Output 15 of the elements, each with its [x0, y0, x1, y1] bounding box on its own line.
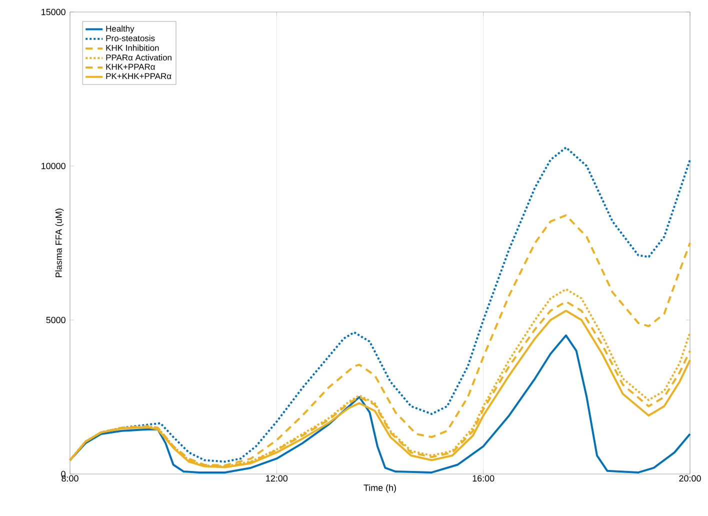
- y-tick-label: 15000: [42, 8, 66, 16]
- x-tick-label: 20:00: [679, 475, 701, 482]
- legend-label: KHK Inhibition: [106, 44, 159, 51]
- x-tick-label: 8:00: [62, 475, 78, 482]
- x-tick-label: 12:00: [266, 475, 288, 482]
- legend-label: Pro-steatosis: [106, 35, 155, 42]
- legend-label: Healthy: [106, 25, 134, 34]
- y-tick-label: 10000: [42, 162, 66, 170]
- y-tick-label: 5000: [46, 316, 66, 324]
- x-axis-title: Time (h): [364, 484, 396, 493]
- legend-label: KHK+PPARα: [106, 64, 156, 70]
- legend-label: PK+KHK+PPARα: [106, 73, 172, 80]
- y-axis-title: Plasma FFA (uM): [55, 208, 64, 278]
- legend-label: PPARα Activation: [106, 54, 172, 60]
- x-tick-label: 16:00: [472, 475, 494, 482]
